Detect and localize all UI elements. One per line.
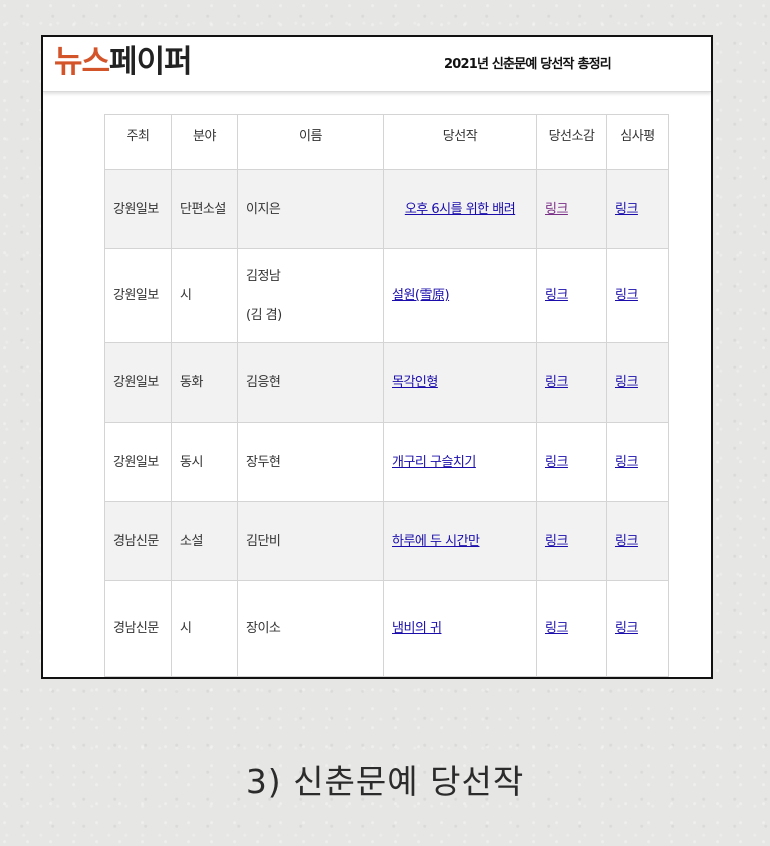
cell-work: 냄비의 귀 <box>383 580 537 677</box>
review-link[interactable]: 링크 <box>615 454 638 470</box>
cell-speech: 링크 <box>536 248 607 343</box>
cell-category: 동화 <box>171 342 238 423</box>
review-link[interactable]: 링크 <box>615 621 638 636</box>
cell-review: 링크 <box>606 169 669 249</box>
table-row: 강원일보 동화 김응현 목각인형 링크 링크 <box>104 342 669 423</box>
speech-link[interactable]: 링크 <box>545 288 568 303</box>
cell-category: 소설 <box>171 501 238 581</box>
author-pen-name: (김 겸) <box>246 307 282 323</box>
cell-name: 장이소 <box>237 580 384 677</box>
cell-review: 링크 <box>606 580 669 677</box>
author-name: 장이소 <box>246 621 281 636</box>
table-row: 강원일보 동시 장두현 개구리 구슬치기 링크 링크 <box>104 422 669 502</box>
speech-link[interactable]: 링크 <box>545 375 568 390</box>
cell-category: 시 <box>171 580 238 677</box>
winners-table: 주최 분야 이름 당선작 당선소감 심사평 강원일보 단편소설 이지은 오후 6… <box>104 114 669 677</box>
cell-host: 경남신문 <box>104 580 172 677</box>
cell-name: 이지은 <box>237 169 384 249</box>
speech-link[interactable]: 링크 <box>545 454 568 470</box>
logo-part-2: 페이퍼 <box>109 44 193 80</box>
cell-work: 설원(雪原) <box>383 248 537 343</box>
author-name: 이지은 <box>246 201 281 217</box>
cell-name: 장두현 <box>237 422 384 502</box>
column-header-name: 이름 <box>237 114 384 170</box>
cell-review: 링크 <box>606 501 669 581</box>
column-header-host: 주최 <box>104 114 172 170</box>
cell-category: 동시 <box>171 422 238 502</box>
author-name: 장두현 <box>246 454 281 470</box>
cell-category: 시 <box>171 248 238 343</box>
column-header-speech: 당선소감 <box>536 114 607 170</box>
table-row: 경남신문 소설 김단비 하루에 두 시간만 링크 링크 <box>104 501 669 581</box>
work-link[interactable]: 설원(雪原) <box>392 288 450 303</box>
speech-link[interactable]: 링크 <box>545 201 568 217</box>
speech-link[interactable]: 링크 <box>545 533 568 549</box>
author-name: 김정남 <box>246 268 281 284</box>
table-row: 강원일보 시 김정남 (김 겸) 설원(雪原) 링크 링크 <box>104 248 669 343</box>
cell-host: 강원일보 <box>104 422 172 502</box>
review-link[interactable]: 링크 <box>615 201 638 217</box>
cell-category: 단편소설 <box>171 169 238 249</box>
browser-screenshot: 뉴스페이퍼 2021년 신춘문예 당선작 총정리 주최 분야 이름 당선작 당선… <box>41 35 713 679</box>
review-link[interactable]: 링크 <box>615 288 638 303</box>
slide-caption: 3) 신춘문예 당선작 <box>245 762 525 801</box>
author-name: 김응현 <box>246 375 281 390</box>
cell-speech: 링크 <box>536 342 607 423</box>
work-link[interactable]: 냄비의 귀 <box>392 621 442 636</box>
page-title: 2021년 신춘문예 당선작 총정리 <box>444 57 612 72</box>
cell-name: 김정남 (김 겸) <box>237 248 384 343</box>
work-link[interactable]: 개구리 구슬치기 <box>392 454 476 470</box>
cell-review: 링크 <box>606 342 669 423</box>
cell-speech: 링크 <box>536 580 607 677</box>
table-header-row: 주최 분야 이름 당선작 당선소감 심사평 <box>104 114 669 170</box>
cell-host: 경남신문 <box>104 501 172 581</box>
cell-speech: 링크 <box>536 422 607 502</box>
speech-link[interactable]: 링크 <box>545 621 568 636</box>
site-logo[interactable]: 뉴스페이퍼 <box>54 43 193 81</box>
cell-work: 목각인형 <box>383 342 537 423</box>
cell-work: 하루에 두 시간만 <box>383 501 537 581</box>
cell-work: 오후 6시를 위한 배려 <box>383 169 537 249</box>
cell-host: 강원일보 <box>104 248 172 343</box>
column-header-review: 심사평 <box>606 114 669 170</box>
cell-speech: 링크 <box>536 501 607 581</box>
cell-review: 링크 <box>606 248 669 343</box>
site-header: 뉴스페이퍼 2021년 신춘문예 당선작 총정리 <box>43 37 711 92</box>
work-link[interactable]: 오후 6시를 위한 배려 <box>404 201 516 217</box>
work-link[interactable]: 하루에 두 시간만 <box>392 533 480 549</box>
column-header-category: 분야 <box>171 114 238 170</box>
table-row: 경남신문 시 장이소 냄비의 귀 링크 링크 <box>104 580 669 677</box>
cell-work: 개구리 구슬치기 <box>383 422 537 502</box>
review-link[interactable]: 링크 <box>615 375 638 390</box>
work-link[interactable]: 목각인형 <box>392 375 438 390</box>
author-name: 김단비 <box>246 533 281 549</box>
cell-review: 링크 <box>606 422 669 502</box>
cell-host: 강원일보 <box>104 342 172 423</box>
column-header-work: 당선작 <box>383 114 537 170</box>
cell-name: 김단비 <box>237 501 384 581</box>
cell-host: 강원일보 <box>104 169 172 249</box>
review-link[interactable]: 링크 <box>615 533 638 549</box>
logo-part-1: 뉴스 <box>54 44 110 80</box>
cell-speech: 링크 <box>536 169 607 249</box>
table-row: 강원일보 단편소설 이지은 오후 6시를 위한 배려 링크 링크 <box>104 169 669 249</box>
cell-name: 김응현 <box>237 342 384 423</box>
